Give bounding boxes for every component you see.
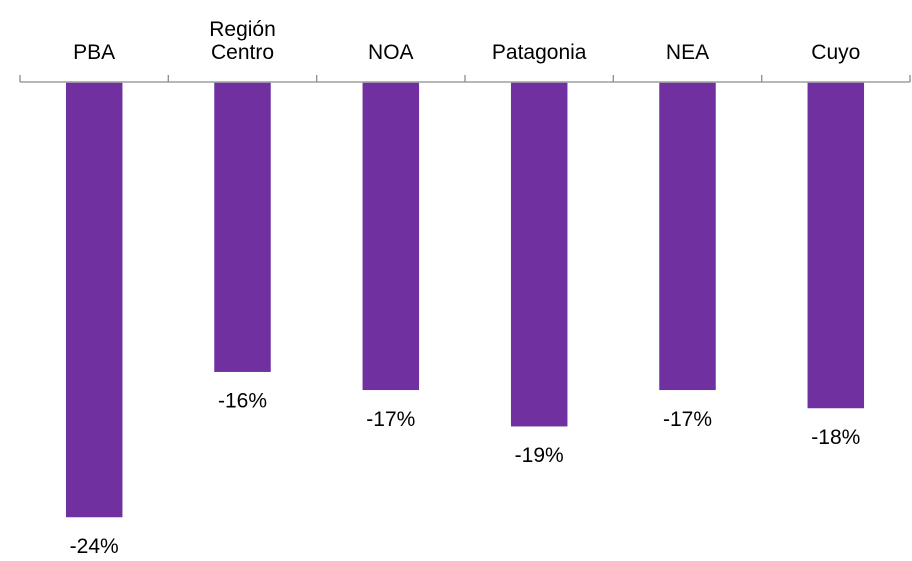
bar	[657, 81, 718, 392]
category-label: Patagonia	[492, 41, 587, 64]
category-label: NEA	[666, 41, 709, 64]
data-label: -24%	[70, 535, 119, 556]
bar	[509, 81, 569, 428]
category-label: NOA	[368, 41, 414, 64]
bar	[361, 81, 421, 392]
bar	[64, 81, 124, 519]
data-label: -17%	[366, 408, 415, 431]
data-label: -19%	[515, 444, 564, 467]
labels-layer: PBA Región Centro NOA Patagonia NEA Cuyo -24% -1…	[70, 18, 861, 558]
category-label: PBA	[73, 41, 115, 64]
category-label: Cuyo	[811, 41, 860, 64]
bar	[806, 81, 866, 410]
category-axis	[19, 75, 911, 83]
data-label: -18%	[811, 426, 860, 449]
data-label: -16%	[218, 390, 267, 413]
category-label: Región Centro	[209, 18, 276, 64]
data-label: -17%	[663, 408, 712, 431]
bars-layer	[64, 81, 866, 519]
bar	[212, 81, 273, 374]
